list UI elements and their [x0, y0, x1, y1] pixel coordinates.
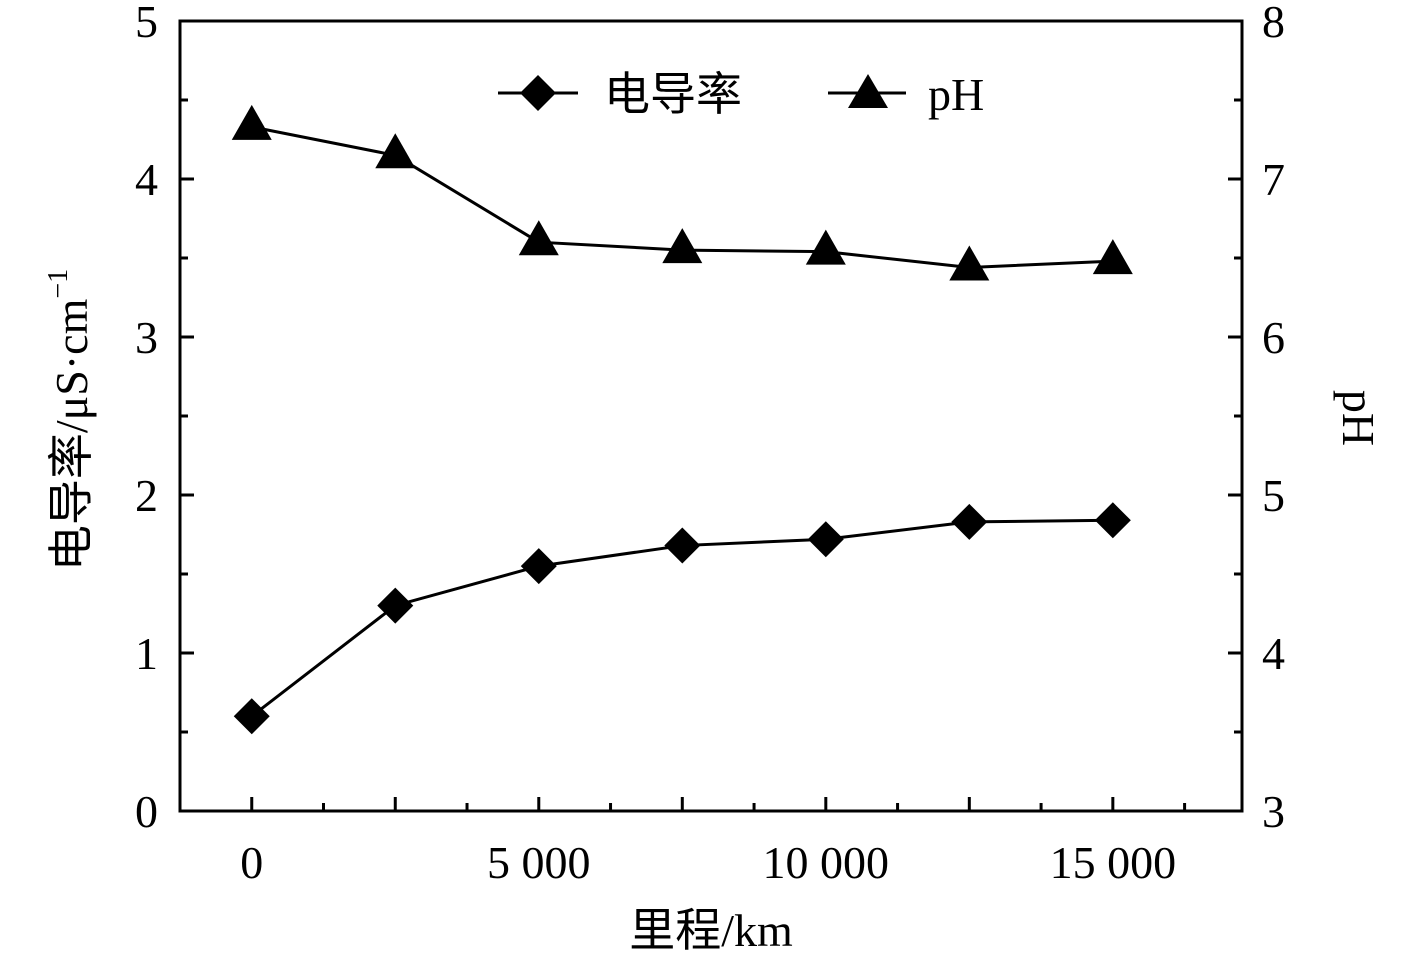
- legend: 电导率 pH: [498, 69, 984, 120]
- data-point-conductivity: [664, 527, 701, 564]
- left-y-tick-labels: 0 1 2 3 4 5: [135, 0, 158, 837]
- legend-marker-diamond: [520, 75, 556, 111]
- data-point-conductivity: [377, 587, 414, 624]
- x-tick-label: 5 000: [487, 837, 591, 888]
- legend-marker-triangle: [848, 74, 888, 108]
- right-y-tick-label: 4: [1262, 628, 1285, 679]
- data-point-ph: [231, 104, 272, 140]
- right-y-tick-labels: 3 4 5 6 7 8: [1262, 0, 1285, 837]
- legend-label-conductivity: 电导率: [604, 69, 742, 120]
- left-y-tick-label: 4: [135, 154, 158, 205]
- x-tick-label: 0: [240, 837, 263, 888]
- plot-frame: [178, 19, 1244, 813]
- data-point-ph: [1092, 239, 1133, 275]
- data-point-conductivity: [233, 698, 270, 735]
- right-y-tick-label: 3: [1262, 786, 1285, 837]
- left-y-axis-title-exponent: −1: [43, 269, 74, 299]
- x-tick-labels: 0 5 000 10 000 15 000: [240, 837, 1176, 888]
- right-y-axis-title: pH: [1333, 390, 1384, 446]
- right-y-tick-label: 8: [1262, 0, 1285, 47]
- x-axis-title: 里程/km: [629, 905, 793, 955]
- left-y-tick-label: 3: [135, 312, 158, 363]
- data-point-ph: [949, 245, 990, 281]
- left-y-tick-label: 0: [135, 786, 158, 837]
- data-point-conductivity: [807, 521, 844, 558]
- left-y-tick-label: 2: [135, 470, 158, 521]
- data-point-ph: [518, 220, 559, 256]
- legend-label-ph: pH: [928, 69, 984, 120]
- right-y-tick-label: 7: [1262, 154, 1285, 205]
- data-point-conductivity: [520, 548, 557, 585]
- left-y-axis-title: 电导率/μS·cm−1: [43, 269, 97, 571]
- left-y-axis-title-main: 电导率/μS·cm: [46, 298, 97, 571]
- x-tick-label: 10 000: [763, 837, 890, 888]
- series-markers: [231, 104, 1133, 735]
- left-y-tick-label: 5: [135, 0, 158, 47]
- right-y-tick-label: 6: [1262, 312, 1285, 363]
- data-point-conductivity: [1094, 502, 1131, 539]
- left-y-tick-label: 1: [135, 628, 158, 679]
- axis-ticks: [180, 19, 1242, 813]
- data-point-ph: [805, 229, 846, 265]
- series-lines: [250, 125, 1113, 718]
- data-point-conductivity: [951, 503, 988, 540]
- x-tick-label: 15 000: [1050, 837, 1177, 888]
- data-point-ph: [375, 133, 416, 169]
- data-point-ph: [662, 228, 703, 264]
- right-y-tick-label: 5: [1262, 470, 1285, 521]
